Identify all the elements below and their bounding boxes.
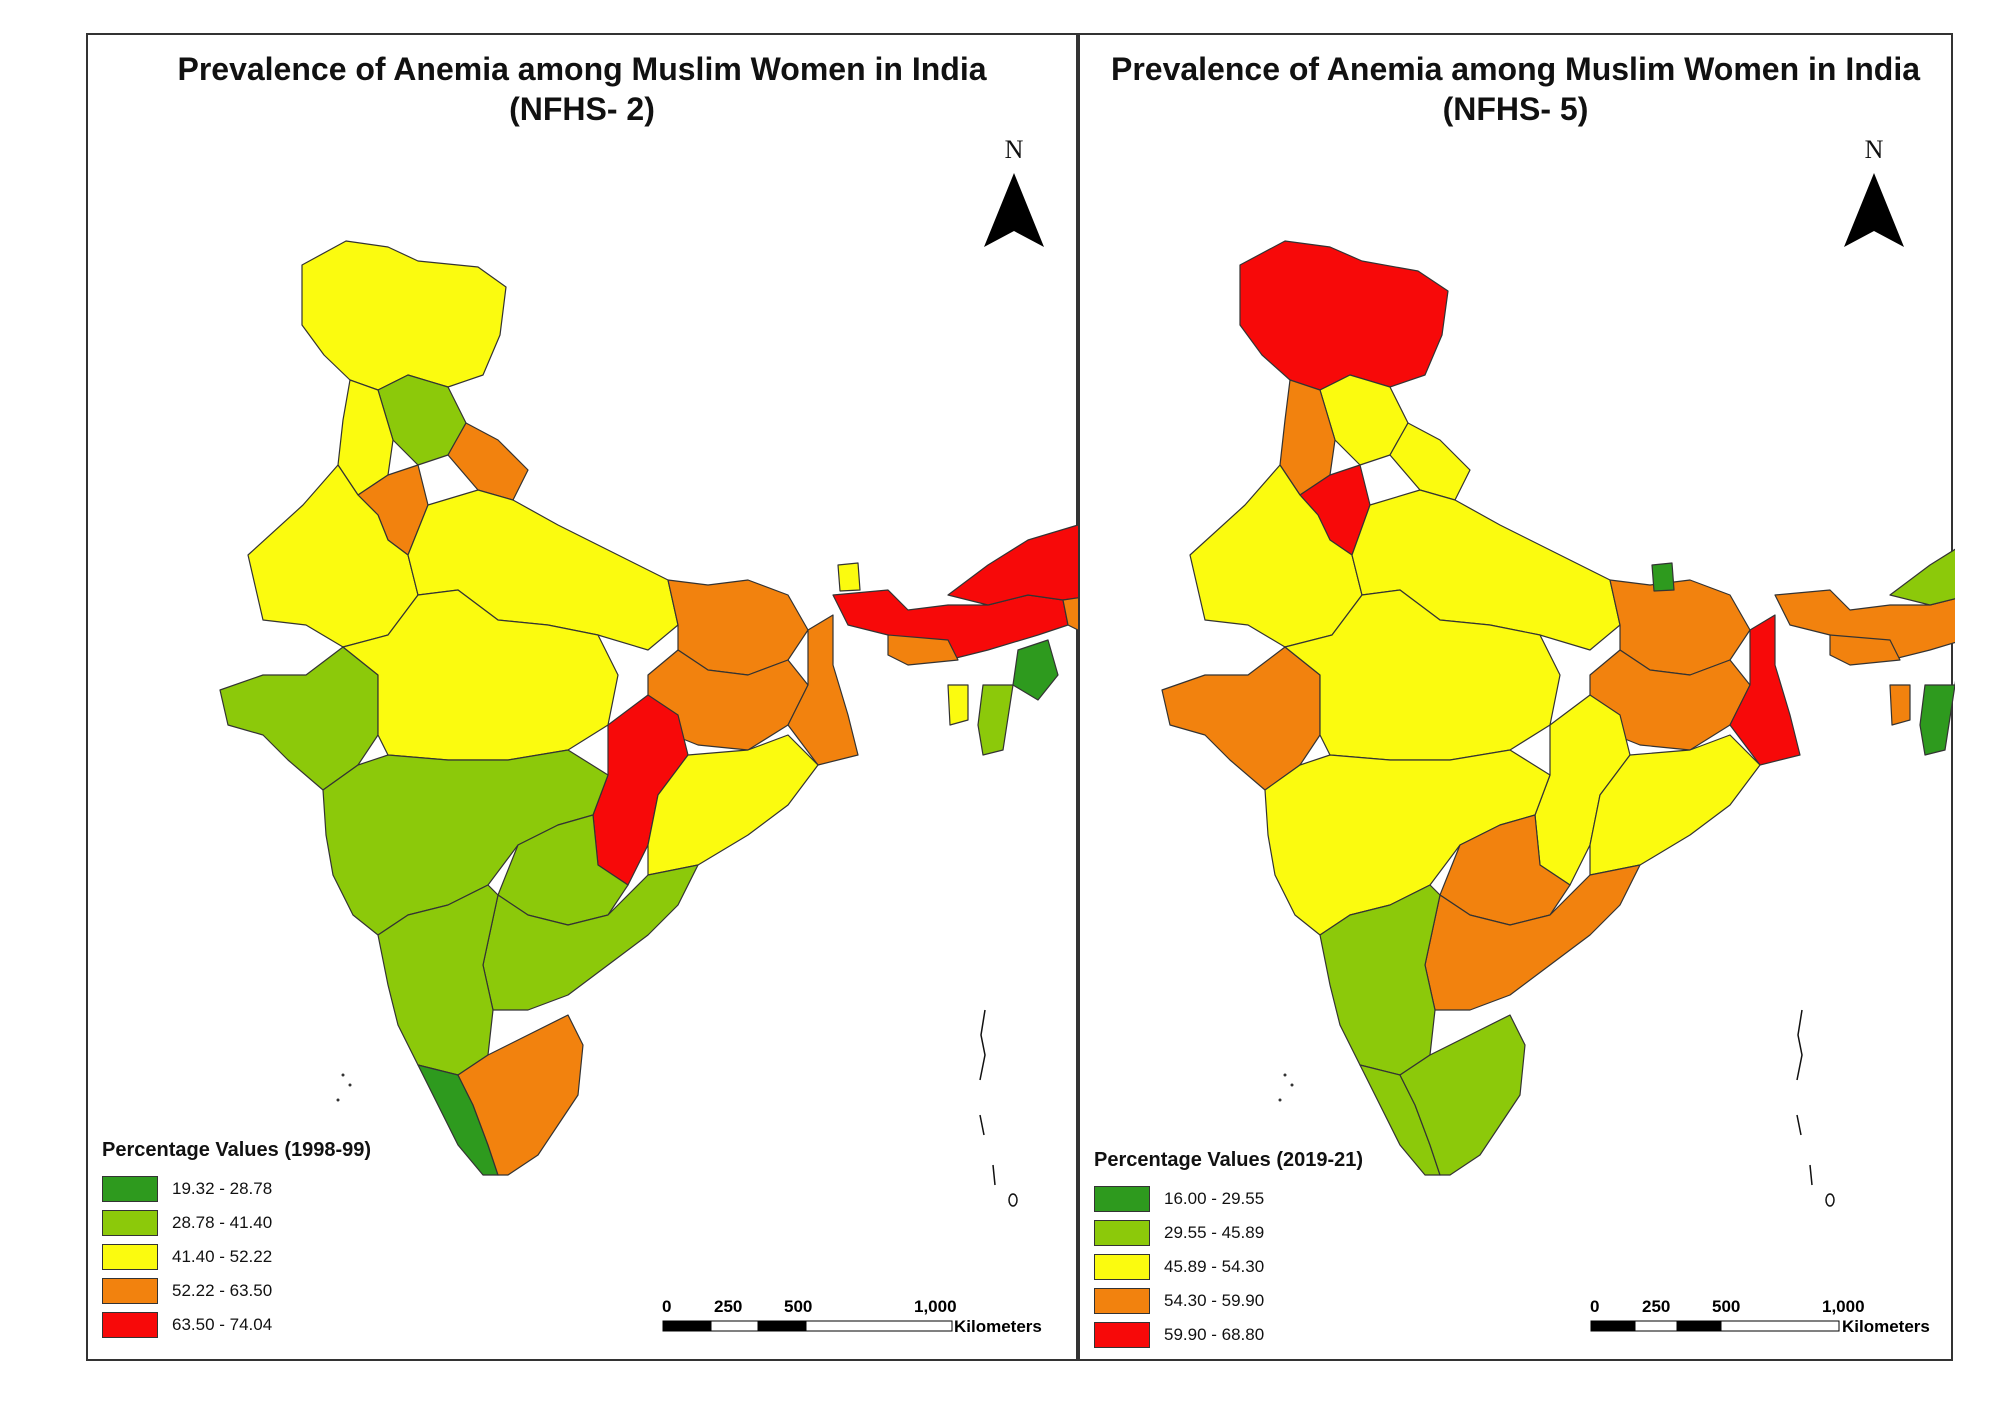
india-choropleth-map — [1161, 240, 1955, 1207]
north-arrow-icon — [1844, 173, 1904, 247]
legend: Percentage Values (2019-21) 16.00 - 29.5… — [1094, 1149, 1363, 1352]
region-karnataka — [377, 884, 499, 1076]
region-west-bengal — [1729, 614, 1801, 766]
legend-title: Percentage Values (2019-21) — [1094, 1149, 1364, 1171]
region-tripura — [947, 684, 969, 726]
legend-item: 54.30 - 59.90 — [1094, 1284, 1363, 1318]
region-tamil-nadu — [457, 1014, 584, 1176]
legend-label: 28.78 - 41.40 — [172, 1213, 273, 1232]
region-meghalaya — [887, 634, 959, 666]
region-jammu-kashmir — [1239, 240, 1449, 391]
region-arunachal — [947, 524, 1080, 606]
legend-label: 41.40 - 52.22 — [172, 1247, 273, 1266]
legend-title: Percentage Values (1998-99) — [102, 1139, 372, 1161]
lakshadweep-islands — [336, 1073, 352, 1102]
region-tripura — [1889, 684, 1911, 726]
region-jammu-kashmir — [301, 240, 507, 391]
map-panel-nfhs2: Prevalence of Anemia among Muslim Women … — [86, 33, 1080, 1361]
legend-label: 16.00 - 29.55 — [1164, 1189, 1265, 1208]
north-arrow: N — [1834, 135, 1914, 260]
north-label: N — [1864, 135, 1884, 164]
scale-tick-label: 1,000 — [1822, 1297, 1865, 1316]
scale-tick-label: 250 — [1642, 1297, 1671, 1316]
legend-swatch — [1094, 1322, 1150, 1348]
legend-label: 59.90 - 68.80 — [1164, 1325, 1265, 1344]
north-arrow-icon — [984, 173, 1044, 247]
map-title-line2: (NFHS- 5) — [1442, 91, 1589, 127]
legend-item: 29.55 - 45.89 — [1094, 1216, 1363, 1250]
legend-swatch — [1094, 1186, 1150, 1212]
scale-bar: 0 250 500 1,000 Kilometers — [1590, 1297, 1950, 1338]
map-title-line2: (NFHS- 2) — [509, 91, 655, 127]
region-andhra-pradesh — [482, 864, 699, 1011]
legend-label: 54.30 - 59.90 — [1164, 1291, 1265, 1310]
north-label: N — [1004, 135, 1024, 164]
map-title: Prevalence of Anemia among Muslim Women … — [88, 49, 1076, 129]
legend-item: 19.32 - 28.78 — [102, 1172, 371, 1206]
scale-tick-label: 0 — [662, 1297, 672, 1316]
region-madhya-pradesh — [1284, 589, 1561, 761]
scale-tick-label: 0 — [1590, 1297, 1600, 1316]
scale-bar-graphic — [1590, 1320, 1840, 1332]
region-gujarat — [219, 646, 379, 791]
region-mizoram — [977, 684, 1014, 756]
legend-item: 28.78 - 41.40 — [102, 1206, 371, 1240]
legend-item: 63.50 - 74.04 — [102, 1308, 371, 1342]
india-choropleth-map — [219, 240, 1080, 1207]
legend-label: 29.55 - 45.89 — [1164, 1223, 1265, 1242]
legend-label: 52.22 - 63.50 — [172, 1281, 273, 1300]
scale-tick-label: 1,000 — [914, 1297, 957, 1316]
andaman-islands — [1796, 1009, 1835, 1207]
region-uttarakhand — [447, 422, 529, 501]
region-odisha — [1589, 734, 1761, 876]
region-gujarat — [1161, 646, 1321, 791]
legend-label: 45.89 - 54.30 — [1164, 1257, 1265, 1276]
legend-item: 16.00 - 29.55 — [1094, 1182, 1363, 1216]
region-andhra-pradesh — [1424, 864, 1641, 1011]
legend-swatch — [102, 1176, 158, 1202]
north-arrow: N — [974, 135, 1054, 260]
region-sikkim — [1651, 562, 1675, 592]
region-meghalaya — [1829, 634, 1901, 666]
legend-swatch — [1094, 1220, 1150, 1246]
legend-swatch — [102, 1244, 158, 1270]
scale-tick-label: 500 — [784, 1297, 813, 1316]
legend-item: 59.90 - 68.80 — [1094, 1318, 1363, 1352]
region-karnataka — [1319, 884, 1441, 1076]
legend-swatch — [1094, 1254, 1150, 1280]
scale-tick-label: 500 — [1712, 1297, 1741, 1316]
map-panel-nfhs5: Prevalence of Anemia among Muslim Women … — [1078, 33, 1955, 1361]
region-mizoram — [1919, 684, 1955, 756]
andaman-islands — [979, 1009, 1018, 1207]
scale-bar-graphic — [662, 1320, 953, 1332]
region-west-bengal — [787, 614, 859, 766]
legend-label: 63.50 - 74.04 — [172, 1315, 273, 1334]
legend-item: 45.89 - 54.30 — [1094, 1250, 1363, 1284]
scale-bar: 0 250 500 1,000 Kilometers — [662, 1297, 1042, 1338]
legend-item: 52.22 - 63.50 — [102, 1274, 371, 1308]
map-title-line1: Prevalence of Anemia among Muslim Women … — [1110, 51, 1921, 87]
region-tamil-nadu — [1399, 1014, 1526, 1176]
legend-swatch — [102, 1278, 158, 1304]
region-odisha — [647, 734, 819, 876]
region-manipur — [1012, 639, 1059, 701]
region-arunachal — [1889, 548, 1955, 606]
legend-swatch — [1094, 1288, 1150, 1314]
legend: Percentage Values (1998-99) 19.32 - 28.7… — [102, 1139, 371, 1342]
scale-unit: Kilometers — [1842, 1317, 1930, 1336]
region-uttarakhand — [1389, 422, 1471, 501]
legend-swatch — [102, 1312, 158, 1338]
map-title-line1: Prevalence of Anemia among Muslim Women … — [177, 51, 987, 87]
region-nagaland — [1062, 596, 1080, 632]
map-title: Prevalence of Anemia among Muslim Women … — [1080, 49, 1951, 129]
scale-tick-label: 250 — [714, 1297, 743, 1316]
scale-unit: Kilometers — [954, 1317, 1042, 1336]
lakshadweep-islands — [1278, 1073, 1294, 1102]
legend-item: 41.40 - 52.22 — [102, 1240, 371, 1274]
legend-swatch — [102, 1210, 158, 1236]
region-madhya-pradesh — [342, 589, 619, 761]
legend-label: 19.32 - 28.78 — [172, 1179, 273, 1198]
region-sikkim — [837, 562, 861, 592]
